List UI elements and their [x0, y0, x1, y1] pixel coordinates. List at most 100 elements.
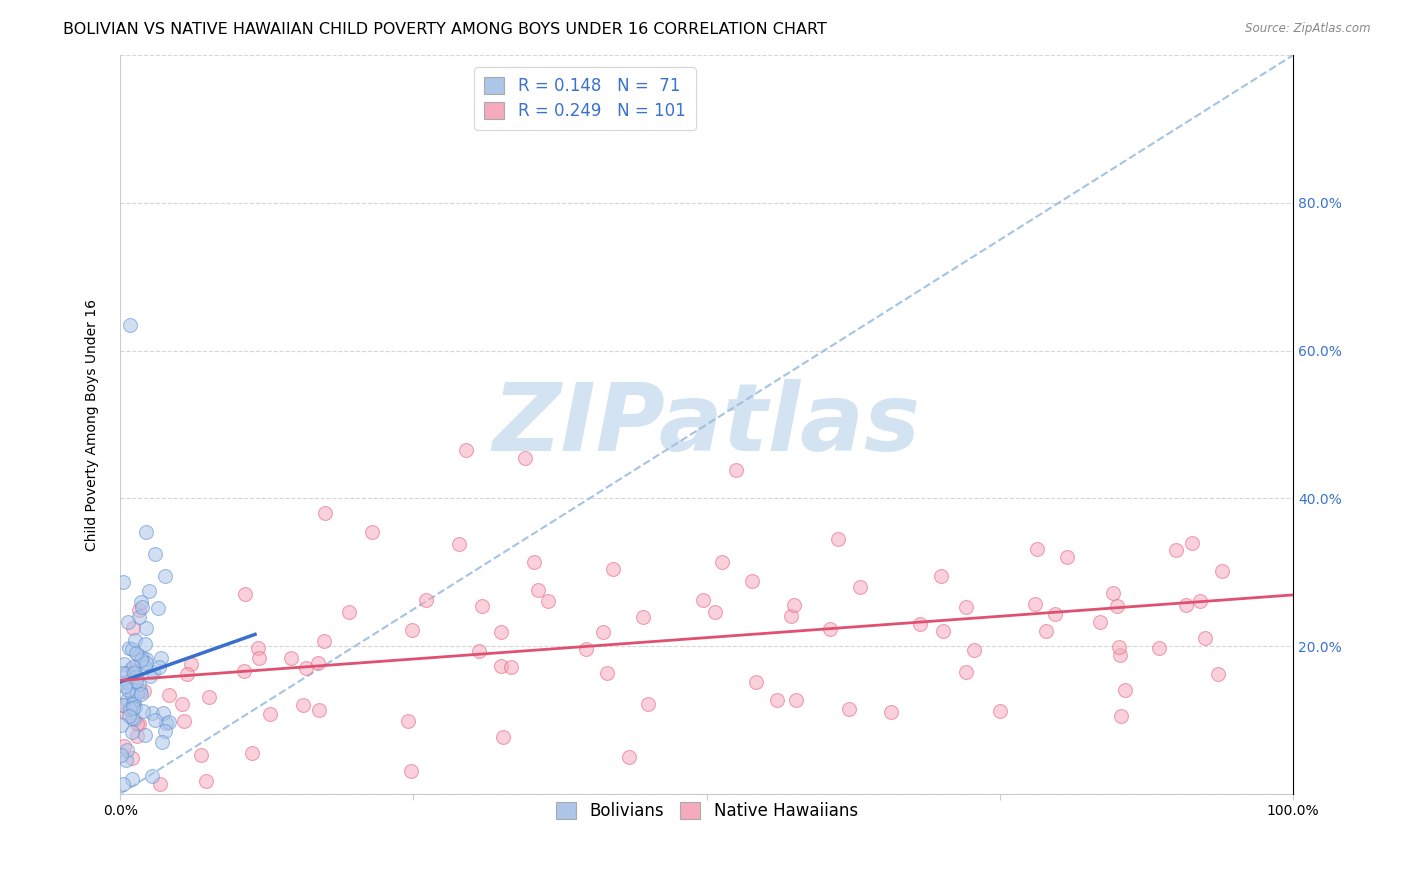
- Point: [129, 595, 152, 609]
- Point: [491, 730, 513, 744]
- Point: [1147, 640, 1170, 655]
- Point: [111, 698, 134, 712]
- Point: [121, 701, 143, 715]
- Point: [617, 750, 640, 764]
- Point: [489, 625, 512, 640]
- Point: [523, 555, 546, 569]
- Point: [724, 463, 747, 477]
- Point: [118, 318, 141, 332]
- Point: [115, 693, 138, 707]
- Point: [110, 717, 132, 731]
- Point: [115, 706, 138, 720]
- Point: [1102, 586, 1125, 600]
- Point: [291, 698, 314, 712]
- Point: [110, 747, 132, 762]
- Point: [127, 686, 149, 700]
- Point: [314, 506, 336, 520]
- Point: [596, 666, 619, 681]
- Point: [337, 605, 360, 619]
- Point: [1035, 624, 1057, 638]
- Point: [1174, 598, 1197, 612]
- Point: [233, 586, 256, 600]
- Point: [741, 574, 763, 589]
- Point: [122, 693, 145, 707]
- Point: [152, 706, 174, 720]
- Point: [122, 698, 145, 712]
- Point: [138, 583, 160, 598]
- Point: [190, 747, 212, 762]
- Point: [149, 777, 172, 791]
- Point: [295, 661, 318, 675]
- Point: [157, 688, 180, 702]
- Point: [127, 648, 149, 663]
- Point: [149, 651, 172, 665]
- Point: [112, 739, 135, 753]
- Point: [280, 651, 302, 665]
- Point: [1211, 564, 1233, 578]
- Point: [766, 693, 789, 707]
- Point: [135, 652, 157, 666]
- Point: [468, 643, 491, 657]
- Legend: Bolivians, Native Hawaiians: Bolivians, Native Hawaiians: [548, 795, 865, 826]
- Point: [128, 603, 150, 617]
- Point: [592, 625, 614, 640]
- Point: [1105, 599, 1128, 613]
- Point: [148, 601, 170, 615]
- Point: [132, 704, 155, 718]
- Text: ZIPatlas: ZIPatlas: [492, 378, 921, 471]
- Point: [415, 593, 437, 607]
- Point: [121, 725, 143, 739]
- Point: [157, 714, 180, 729]
- Y-axis label: Child Poverty Among Boys Under 16: Child Poverty Among Boys Under 16: [86, 299, 100, 550]
- Point: [910, 616, 932, 631]
- Point: [820, 622, 842, 636]
- Point: [131, 651, 153, 665]
- Point: [827, 532, 849, 546]
- Point: [1025, 541, 1047, 556]
- Point: [129, 653, 152, 667]
- Point: [932, 624, 955, 638]
- Point: [745, 675, 768, 690]
- Point: [153, 724, 176, 739]
- Point: [513, 450, 536, 465]
- Point: [143, 547, 166, 561]
- Point: [710, 555, 733, 569]
- Point: [111, 666, 134, 681]
- Point: [1109, 648, 1132, 662]
- Point: [1188, 594, 1211, 608]
- Point: [780, 609, 803, 624]
- Point: [127, 729, 149, 743]
- Point: [1109, 709, 1132, 723]
- Point: [259, 707, 281, 722]
- Point: [527, 582, 550, 597]
- Point: [246, 641, 269, 656]
- Point: [1024, 597, 1046, 611]
- Point: [361, 524, 384, 539]
- Point: [115, 743, 138, 757]
- Point: [141, 769, 163, 783]
- Point: [143, 713, 166, 727]
- Point: [142, 665, 165, 679]
- Point: [401, 623, 423, 637]
- Point: [121, 621, 143, 635]
- Point: [117, 682, 139, 697]
- Point: [879, 705, 901, 719]
- Point: [1114, 682, 1136, 697]
- Point: [1206, 667, 1229, 681]
- Point: [124, 664, 146, 678]
- Point: [124, 700, 146, 714]
- Point: [988, 704, 1011, 718]
- Point: [176, 667, 198, 681]
- Point: [111, 698, 134, 712]
- Point: [240, 747, 263, 761]
- Point: [121, 687, 143, 701]
- Point: [1108, 640, 1130, 654]
- Point: [121, 711, 143, 725]
- Point: [131, 599, 153, 614]
- Point: [471, 599, 494, 614]
- Point: [117, 665, 139, 680]
- Point: [111, 777, 134, 791]
- Point: [501, 659, 523, 673]
- Point: [1181, 535, 1204, 549]
- Point: [129, 687, 152, 701]
